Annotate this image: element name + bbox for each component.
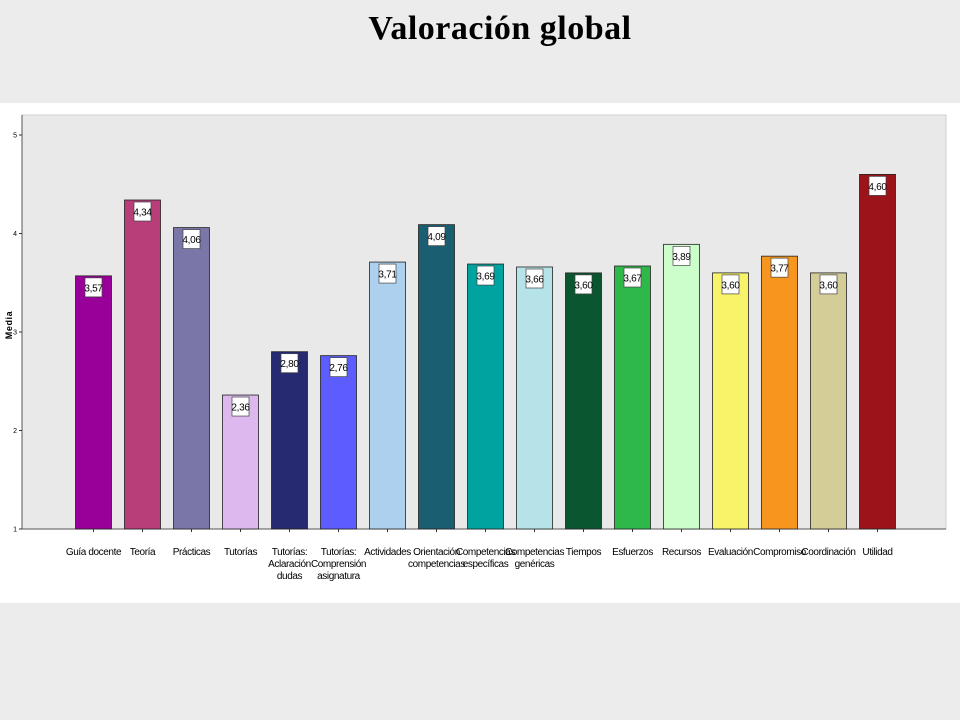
bar (320, 355, 357, 530)
bar (222, 394, 259, 530)
x-tick-label: Competencias (456, 547, 516, 558)
x-tick-label: Tiempos (566, 547, 602, 558)
data-label: 3,60 (819, 280, 838, 291)
bar (565, 272, 602, 530)
data-label: 3,69 (476, 272, 495, 283)
data-label-box (868, 176, 887, 196)
data-label: 2,76 (329, 363, 348, 374)
x-tick-label: Competencias (505, 547, 565, 558)
y-tick-label: 1 (13, 527, 17, 534)
y-axis-title: Media (4, 310, 14, 339)
x-tick-label: Utilidad (862, 547, 892, 558)
x-tick-label: Aclaración (268, 559, 311, 570)
data-label: 2,36 (231, 403, 250, 414)
data-label: 3,66 (525, 274, 544, 285)
data-label: 3,60 (721, 280, 740, 291)
y-tick-label: 5 (13, 133, 17, 140)
data-label-box (819, 274, 838, 295)
data-label: 2,80 (280, 359, 299, 370)
bar (614, 265, 651, 530)
x-tick-label: Tutorías: (321, 547, 357, 558)
y-tick-label: 2 (13, 428, 17, 435)
bar (369, 261, 406, 530)
data-label-box (525, 268, 544, 289)
slide-title: Valoración global (368, 10, 632, 47)
data-label-box (427, 226, 446, 246)
x-tick-label: dudas (277, 571, 303, 582)
data-label: 3,60 (574, 280, 593, 291)
x-tick-label: Tutorías (224, 547, 258, 558)
x-tick-label: Comprensión (311, 559, 366, 570)
x-tick-label: Actividades (364, 547, 411, 558)
bar (663, 243, 700, 530)
data-label-box (378, 263, 397, 284)
x-tick-label: Teoría (130, 547, 156, 558)
bar (271, 351, 308, 530)
data-label-box (574, 274, 593, 295)
x-tick-label: competencias (408, 559, 465, 570)
bar (418, 224, 455, 530)
data-label: 3,71 (378, 270, 397, 281)
bar-chart: 1 2 3 4 5 Media 3,57 Guía docente 4,34 Teoría 4,06… (4, 114, 947, 582)
data-label-box (231, 396, 250, 417)
data-label: 4,34 (133, 208, 152, 219)
bar (173, 227, 210, 530)
data-label-box (329, 357, 348, 377)
data-label: 3,89 (672, 252, 691, 263)
x-tick-label: genéricas (515, 559, 555, 570)
bar (810, 272, 847, 530)
x-tick-label: Coordinación (801, 547, 855, 558)
x-tick-label: Evaluación (708, 547, 753, 558)
data-label-box (133, 201, 152, 222)
data-label: 3,57 (84, 283, 103, 294)
y-tick-label: 3 (13, 330, 17, 337)
x-tick-label: Recursos (662, 547, 701, 558)
x-tick-label: Compromiso (753, 547, 807, 558)
data-label: 4,60 (868, 182, 887, 193)
bar (516, 266, 553, 530)
data-label-box (84, 277, 103, 298)
data-label: 4,06 (182, 235, 201, 246)
data-label-box (476, 265, 495, 286)
bar (761, 255, 798, 530)
data-label-box (672, 245, 691, 266)
data-label-box (182, 229, 201, 249)
bar (859, 174, 896, 530)
data-label: 3,67 (623, 274, 642, 285)
data-label-box (721, 274, 740, 295)
bar (124, 199, 161, 530)
bar (467, 263, 504, 530)
data-label: 4,09 (427, 232, 446, 243)
x-tick-label: Esfuerzos (612, 547, 653, 558)
chart-panel: 1 2 3 4 5 Media 3,57 Guía docente 4,34 Teoría 4,06… (0, 103, 960, 603)
data-label-box (770, 257, 789, 278)
x-tick-label: Prácticas (173, 547, 211, 558)
data-label-box (623, 267, 642, 288)
bar (712, 272, 749, 530)
x-tick-label: Tutorías: (272, 547, 308, 558)
x-tick-label: Guía docente (66, 547, 122, 558)
x-tick-label: Orientación (413, 547, 460, 558)
y-tick-label: 4 (13, 231, 17, 238)
x-tick-label: asignatura (317, 571, 361, 582)
bar (75, 275, 112, 530)
x-tick-label: específicas (463, 559, 509, 570)
data-label-box (280, 353, 299, 374)
data-label: 3,77 (770, 264, 789, 275)
